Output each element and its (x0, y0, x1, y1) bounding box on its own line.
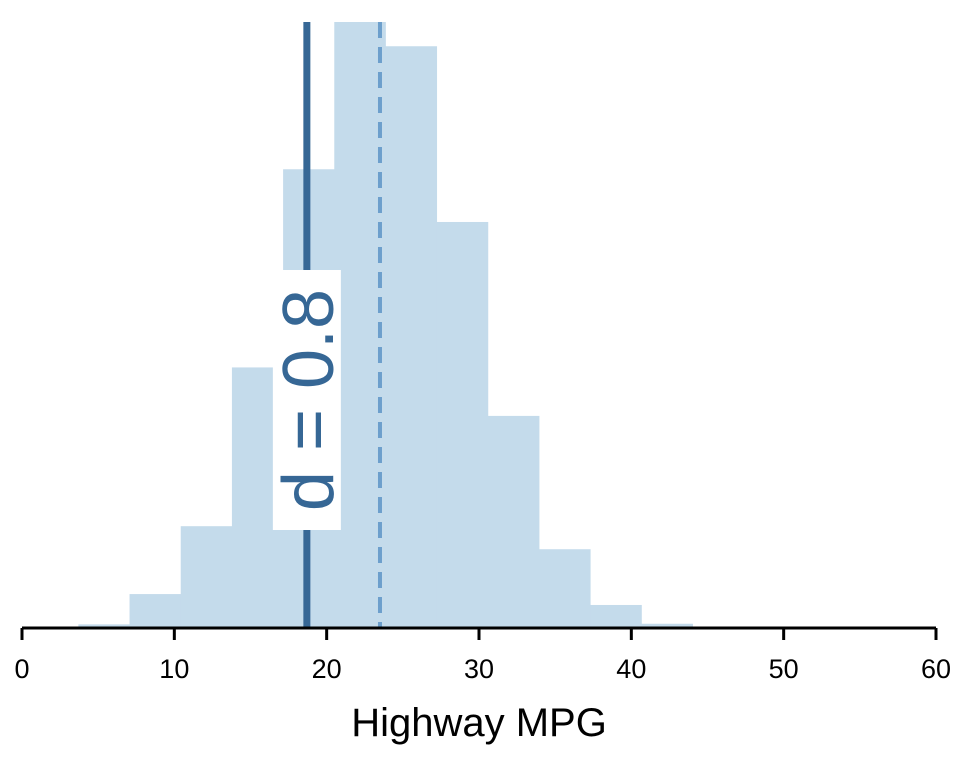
histogram-bar (334, 22, 386, 628)
histogram-bar (180, 526, 233, 628)
x-tick-label: 40 (616, 654, 646, 684)
histogram-bar (436, 221, 489, 629)
histogram-bar (78, 624, 130, 628)
histogram-bar (487, 415, 540, 628)
annotation-background (272, 270, 341, 530)
x-tick-label: 0 (14, 654, 29, 684)
histogram-bar (539, 549, 591, 628)
histogram-bars (78, 22, 693, 629)
effect-size-label: d = 0.8 (269, 289, 349, 511)
x-axis: 0 10 20 30 40 50 60 (14, 626, 951, 684)
histogram-bar (641, 623, 693, 628)
histogram-bar (129, 594, 182, 628)
histogram-bar (590, 604, 642, 628)
x-tick-label: 50 (769, 654, 799, 684)
x-axis-label: Highway MPG (351, 701, 607, 745)
x-tick-label: 10 (159, 654, 189, 684)
histogram-bar (385, 46, 438, 629)
x-tick-label: 20 (312, 654, 342, 684)
x-tick-label: 30 (464, 654, 494, 684)
x-tick-label: 60 (921, 654, 951, 684)
